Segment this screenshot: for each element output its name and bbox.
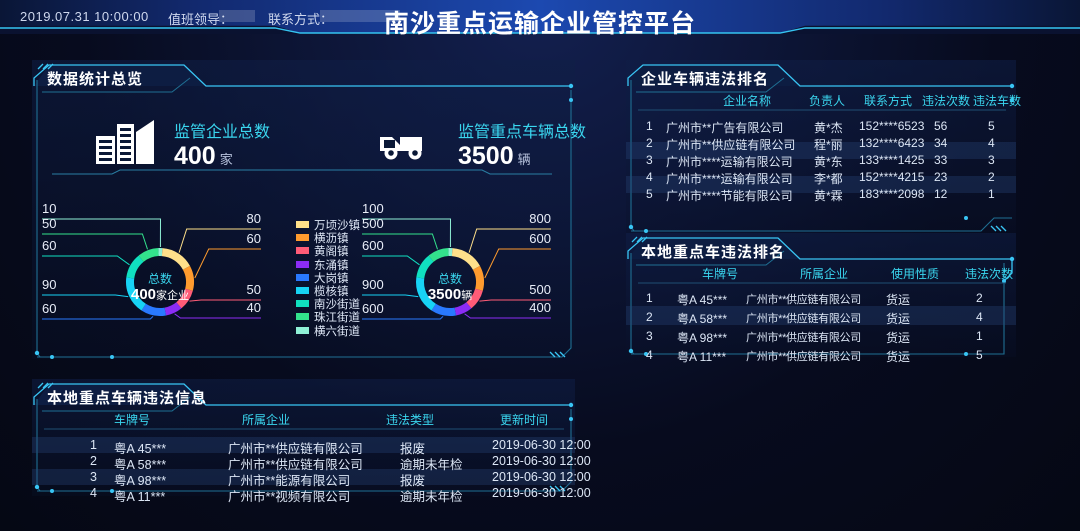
svg-text:60: 60	[42, 238, 56, 253]
svg-text:800: 800	[529, 211, 551, 226]
svg-text:10: 10	[42, 201, 56, 216]
svg-text:600: 600	[362, 301, 384, 316]
svg-text:90: 90	[42, 277, 56, 292]
svg-text:500: 500	[362, 216, 384, 231]
svg-text:80: 80	[247, 211, 261, 226]
svg-text:50: 50	[42, 216, 56, 231]
svg-text:100: 100	[362, 201, 384, 216]
svg-text:600: 600	[362, 238, 384, 253]
svg-text:60: 60	[247, 231, 261, 246]
svg-text:900: 900	[362, 277, 384, 292]
svg-text:500: 500	[529, 282, 551, 297]
svg-text:400: 400	[529, 300, 551, 315]
svg-text:60: 60	[42, 301, 56, 316]
svg-text:40: 40	[247, 300, 261, 315]
svg-text:50: 50	[247, 282, 261, 297]
svg-text:600: 600	[529, 231, 551, 246]
